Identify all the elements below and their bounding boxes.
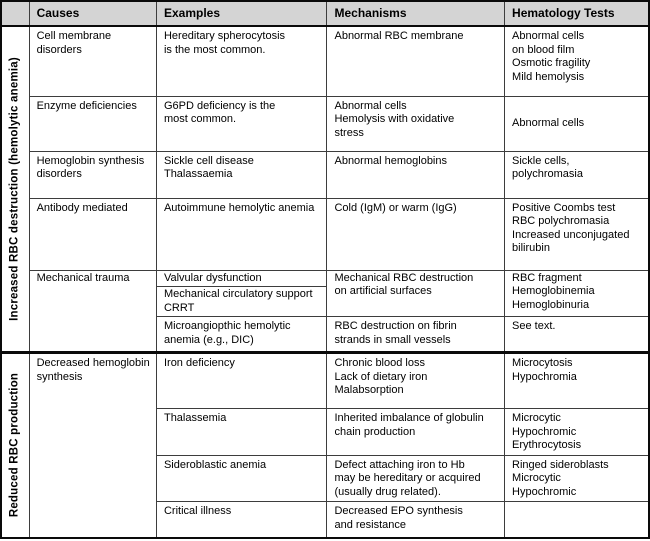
table-row: Thalassemia Inherited imbalance of globu… — [1, 408, 650, 456]
col-header-examples: Examples — [155, 0, 328, 27]
cell-tests: RBC fragment Hemoglobinemia Hemoglobinur… — [504, 269, 650, 317]
cell-examples: Autoimmune hemolytic anemia — [155, 197, 328, 271]
cell-causes: Decreased hemoglobin synthesis — [28, 351, 157, 538]
cell-tests: Microcytosis Hypochromia — [504, 351, 650, 409]
cell-causes: Antibody mediated — [28, 197, 157, 271]
table-row: Sideroblastic anemia Defect attaching ir… — [1, 454, 650, 502]
cell-examples: Sickle cell disease Thalassaemia — [155, 150, 328, 199]
cell-mechanisms: Defect attaching iron to Hb may be hered… — [326, 454, 506, 502]
cell-examples: Thalassemia — [155, 408, 328, 456]
cell-mechanisms: Abnormal hemoglobins — [326, 150, 506, 199]
cell-tests: Abnormal cells — [504, 95, 650, 152]
col-header-hematology-tests: Hematology Tests — [504, 0, 650, 27]
cell-mechanisms: Chronic blood loss Lack of dietary iron … — [326, 351, 506, 409]
cell-tests: Sickle cells, polychromasia — [504, 150, 650, 199]
table-row: Increased RBC destruction (hemolytic ane… — [0, 25, 650, 353]
section-label-text: Reduced RBC production — [8, 373, 21, 518]
cell-tests: Abnormal cells on blood film Osmotic fra… — [504, 25, 650, 97]
cell-tests: Ringed sideroblasts Microcytic Hypochrom… — [504, 454, 650, 502]
cell-mechanisms: Decreased EPO synthesis and resistance — [326, 501, 506, 538]
cell-examples: Iron deficiency — [155, 351, 328, 409]
cell-mechanisms: Abnormal cells Hemolysis with oxidative … — [326, 95, 506, 152]
cell-mechanisms: RBC destruction on fibrin strands in sma… — [326, 316, 506, 353]
cell-examples: Critical illness — [155, 501, 328, 538]
cell-mechanisms: Abnormal RBC membrane — [326, 25, 506, 97]
section-label-reduced-rbc-production: Reduced RBC production — [0, 351, 30, 538]
cell-causes: Mechanical trauma — [28, 269, 157, 353]
cell-examples: Valvular dysfunction — [155, 269, 328, 287]
section-label-text: Increased RBC destruction (hemolytic ane… — [8, 57, 21, 321]
table-row: Mechanical circulatory support CRRT — [1, 286, 649, 317]
cell-tests: Positive Coombs test RBC polychromasia I… — [504, 197, 650, 271]
table-row: Antibody mediated Autoimmune hemolytic a… — [1, 197, 650, 271]
table-row: Reduced RBC production Decreased hemoglo… — [0, 351, 650, 538]
header-corner-cell — [0, 0, 30, 27]
header-row: Causes Examples Mechanisms Hematology Te… — [0, 0, 650, 27]
col-header-mechanisms: Mechanisms — [326, 0, 506, 27]
table-row: Enzyme deficiencies G6PD deficiency is t… — [1, 95, 650, 152]
cell-causes: Cell membrane disorders — [28, 25, 157, 97]
cell-tests — [504, 501, 650, 538]
cell-tests: See text. — [504, 316, 650, 353]
cell-causes: Hemoglobin synthesis disorders — [28, 150, 157, 199]
table-row: Hemoglobin synthesis disorders Sickle ce… — [1, 150, 650, 199]
cell-examples: Mechanical circulatory support CRRT — [155, 286, 328, 317]
cell-tests: Microcytic Hypochromic Erythrocytosis — [504, 408, 650, 456]
cell-examples: Sideroblastic anemia — [155, 454, 328, 502]
section-label-increased-rbc-destruction: Increased RBC destruction (hemolytic ane… — [0, 25, 30, 353]
cell-causes: Enzyme deficiencies — [28, 95, 157, 152]
cell-examples: Microangiopthic hemolytic anemia (e.g., … — [155, 316, 328, 353]
table-row: Mechanical trauma Valvular dysfunction M… — [1, 269, 650, 353]
cell-mechanisms: Cold (IgM) or warm (IgG) — [326, 197, 506, 271]
cell-mechanisms: Inherited imbalance of globulin chain pr… — [326, 408, 506, 456]
col-header-causes: Causes — [28, 0, 157, 27]
table-row: Critical illness Decreased EPO synthesis… — [1, 501, 650, 538]
cell-mechanisms: Mechanical RBC destruction on artificial… — [326, 269, 506, 317]
cell-examples: Hereditary spherocytosis is the most com… — [155, 25, 328, 97]
cell-examples: G6PD deficiency is the most common. — [155, 95, 328, 152]
